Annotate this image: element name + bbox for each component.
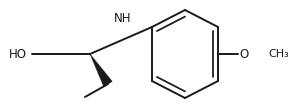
Text: NH: NH xyxy=(114,11,132,25)
Polygon shape xyxy=(90,54,112,87)
Text: HO: HO xyxy=(9,48,27,60)
Text: O: O xyxy=(239,48,249,60)
Text: CH₃: CH₃ xyxy=(268,49,289,59)
